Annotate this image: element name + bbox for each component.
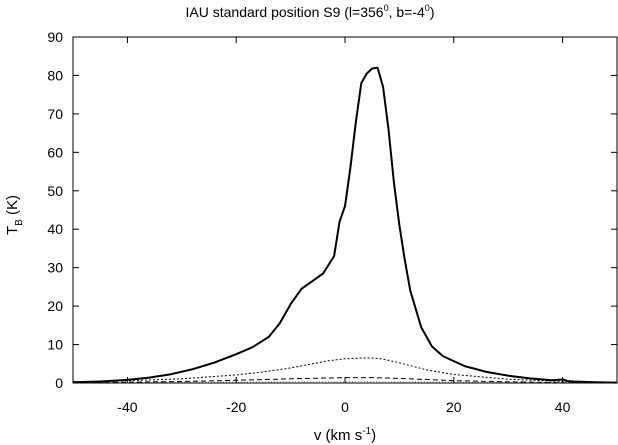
series-line-2 xyxy=(72,357,618,383)
chart-title-sup1: 0 xyxy=(384,3,389,13)
axis-ticks-layer: -40 -20 0 20 40 0 10 20 30 40 50 60 70 80 90 xyxy=(47,29,617,415)
series-layer xyxy=(72,66,618,384)
y-tick-label: 70 xyxy=(47,106,63,122)
x-axis-label-text: v (km s xyxy=(314,427,362,444)
chart-title-sup2: 0 xyxy=(425,3,430,13)
chart-title: IAU standard position S9 (l=3560, b=-40) xyxy=(186,3,435,20)
plot-frame xyxy=(72,36,618,384)
y-axis-label-sub: B xyxy=(14,219,25,226)
x-tick-label: 20 xyxy=(446,399,462,415)
x-tick-label: -40 xyxy=(117,399,137,415)
y-tick-label: 10 xyxy=(47,337,63,353)
y-tick-label: 60 xyxy=(47,144,63,160)
y-tick-label: 0 xyxy=(55,375,63,391)
y-axis-label: TB (K) xyxy=(4,195,25,235)
x-axis-label-end: ) xyxy=(371,427,376,444)
y-tick-label: 40 xyxy=(47,221,63,237)
y-tick-label: 30 xyxy=(47,260,63,276)
y-axis-label-main: T xyxy=(4,226,21,235)
x-axis-label-sup: -1 xyxy=(362,426,371,437)
series-line-4 xyxy=(72,381,618,384)
y-tick-label: 80 xyxy=(47,67,63,83)
series-line-1 xyxy=(72,66,618,384)
chart-title-mid: , b=-4 xyxy=(389,4,425,20)
y-axis-label-end: (K) xyxy=(4,195,21,219)
series-line-3 xyxy=(72,377,618,384)
x-tick-label: -20 xyxy=(226,399,246,415)
chart-title-text: IAU standard position S9 (l=356 xyxy=(186,4,384,20)
x-tick-label: 0 xyxy=(341,399,349,415)
y-tick-label: 20 xyxy=(47,298,63,314)
y-tick-label: 50 xyxy=(47,183,63,199)
chart-title-end: ) xyxy=(430,4,435,20)
x-tick-label: 40 xyxy=(555,399,571,415)
x-axis-label: v (km s-1) xyxy=(314,426,376,444)
y-tick-label: 90 xyxy=(47,29,63,45)
